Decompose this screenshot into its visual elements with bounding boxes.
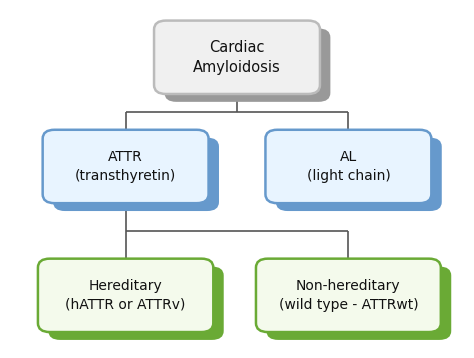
FancyBboxPatch shape <box>266 266 451 340</box>
FancyBboxPatch shape <box>38 258 213 332</box>
Text: Hereditary
(hATTR or ATTRv): Hereditary (hATTR or ATTRv) <box>65 279 186 311</box>
Text: Non-hereditary
(wild type - ATTRwt): Non-hereditary (wild type - ATTRwt) <box>279 279 418 311</box>
FancyBboxPatch shape <box>276 138 442 211</box>
Text: ATTR
(transthyretin): ATTR (transthyretin) <box>75 150 176 183</box>
Text: AL
(light chain): AL (light chain) <box>307 150 390 183</box>
FancyBboxPatch shape <box>256 258 441 332</box>
Text: Cardiac
Amyloidosis: Cardiac Amyloidosis <box>193 40 281 75</box>
FancyBboxPatch shape <box>53 138 219 211</box>
FancyBboxPatch shape <box>164 29 330 102</box>
FancyBboxPatch shape <box>48 266 224 340</box>
FancyBboxPatch shape <box>265 130 431 203</box>
FancyBboxPatch shape <box>154 21 320 94</box>
FancyBboxPatch shape <box>43 130 209 203</box>
